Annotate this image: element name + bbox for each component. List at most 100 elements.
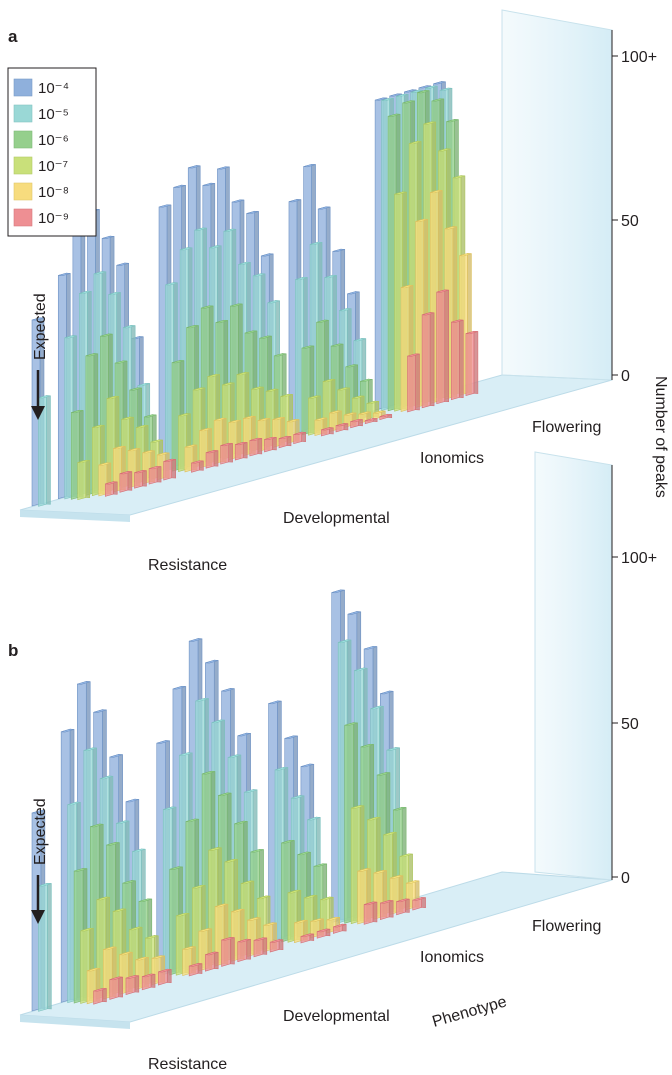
bar-top bbox=[163, 458, 176, 462]
bar-top bbox=[64, 335, 77, 339]
bar-top bbox=[415, 218, 428, 223]
panel-a-ytick-100: 100+ bbox=[621, 49, 657, 66]
bar-top bbox=[465, 331, 478, 335]
panel-b-label-flowering: Flowering bbox=[532, 918, 601, 935]
panel-b-ytick-0: 0 bbox=[621, 870, 630, 887]
bar-top bbox=[407, 353, 420, 357]
bar-top bbox=[331, 589, 345, 594]
bar-top bbox=[280, 393, 293, 398]
panel-a: a 100+ 50 0 Number of peaks Expected Res… bbox=[7, 9, 669, 574]
bar-top bbox=[142, 973, 156, 978]
panel-a-bar-g2-c1-s3 bbox=[322, 378, 336, 432]
bar-top bbox=[93, 988, 107, 992]
bar-top bbox=[389, 875, 403, 879]
bar-top bbox=[309, 241, 323, 245]
panel-b-expected: Expected bbox=[31, 798, 49, 924]
panel-b-bar-g0-c3-s5 bbox=[125, 975, 140, 996]
bar-side bbox=[118, 976, 123, 998]
bar-top bbox=[138, 898, 152, 903]
panel-a-bar-g3-c2-s5 bbox=[436, 289, 449, 405]
bar-top bbox=[344, 722, 358, 726]
panel-b-letter: b bbox=[8, 641, 18, 660]
bar-top bbox=[326, 916, 340, 921]
bar-top bbox=[202, 771, 216, 775]
bar-top bbox=[418, 85, 431, 89]
legend-label-1e-4: 10⁻⁴ bbox=[38, 80, 69, 97]
bar-top bbox=[142, 450, 155, 454]
bar-top bbox=[191, 460, 204, 464]
bar-top bbox=[446, 119, 459, 123]
panel-b-bar-g3-c1-s5 bbox=[379, 900, 394, 920]
bar-top bbox=[404, 89, 417, 93]
bar-top bbox=[180, 247, 193, 251]
panel-a-ytick-0: 0 bbox=[621, 368, 630, 385]
panel-a-bar-g2-c4-s4 bbox=[372, 410, 386, 420]
panel-b-label-ionomics: Ionomics bbox=[420, 949, 484, 966]
bar-top bbox=[417, 90, 430, 94]
bar-top bbox=[364, 646, 378, 650]
bar-top bbox=[195, 698, 209, 702]
bar-top bbox=[125, 975, 139, 979]
bar-top bbox=[86, 967, 101, 972]
bar-top bbox=[412, 897, 426, 901]
bar-side bbox=[213, 450, 219, 467]
bar-top bbox=[301, 345, 314, 349]
bar-top bbox=[332, 248, 345, 252]
panel-a-bar-g1-c3-s5 bbox=[234, 441, 248, 461]
bar-side bbox=[156, 466, 162, 483]
bar-top bbox=[376, 772, 391, 776]
panel-a-back-wall bbox=[501, 9, 613, 381]
bar-top bbox=[109, 976, 123, 981]
bar-top bbox=[192, 885, 206, 889]
bar-side bbox=[85, 459, 91, 499]
panel-a-bar-g3-c3-s5 bbox=[450, 319, 464, 401]
bar-top bbox=[320, 896, 334, 901]
bar-top bbox=[235, 442, 248, 446]
bar-top bbox=[318, 206, 331, 210]
bar-side bbox=[166, 968, 172, 983]
panel-a-ytick-50: 50 bbox=[621, 213, 639, 230]
bar-top bbox=[393, 807, 407, 811]
bar-top bbox=[182, 946, 196, 950]
panel-b-bars bbox=[31, 589, 426, 1012]
bar-top bbox=[365, 418, 378, 422]
bar-top bbox=[314, 417, 327, 421]
bar-front bbox=[163, 458, 173, 481]
bar-top bbox=[93, 709, 107, 713]
bar-top bbox=[350, 419, 363, 423]
panel-b-label-developmental: Developmental bbox=[283, 1008, 390, 1025]
bar-top bbox=[236, 372, 249, 376]
bar-top bbox=[351, 805, 365, 809]
bar-top bbox=[135, 956, 149, 961]
bar-top bbox=[268, 700, 282, 705]
bar-top bbox=[347, 291, 360, 295]
bar-top bbox=[394, 191, 407, 195]
bar-top bbox=[380, 900, 394, 904]
bar-top bbox=[338, 639, 352, 643]
bar-top bbox=[246, 210, 259, 215]
bar-top bbox=[176, 912, 190, 917]
panel-a-y-axis: 100+ 50 0 Number of peaks bbox=[611, 30, 669, 498]
bar-top bbox=[259, 335, 272, 339]
bar-top bbox=[243, 415, 256, 419]
panel-b-bar-g0-c4-s5 bbox=[141, 973, 156, 991]
bar-top bbox=[156, 740, 170, 744]
bar-top bbox=[208, 847, 222, 851]
bar-top bbox=[237, 938, 251, 943]
bar-top bbox=[370, 705, 384, 710]
panel-a-label-ionomics: Ionomics bbox=[420, 450, 484, 467]
panel-b-bar-g0-c1-s5 bbox=[93, 987, 107, 1005]
bar-top bbox=[148, 466, 162, 470]
panel-b-x-title: Phenotype bbox=[430, 993, 508, 1030]
bar-top bbox=[345, 364, 358, 368]
bar-top bbox=[205, 659, 219, 664]
bar-top bbox=[129, 387, 142, 391]
bar-top bbox=[352, 395, 365, 399]
bar-top bbox=[367, 816, 381, 821]
bar-side bbox=[127, 471, 133, 491]
bar-top bbox=[221, 937, 235, 941]
bar-top bbox=[423, 121, 436, 125]
bar-top bbox=[278, 435, 292, 440]
bar-top bbox=[291, 795, 305, 799]
bar-top bbox=[324, 275, 337, 279]
